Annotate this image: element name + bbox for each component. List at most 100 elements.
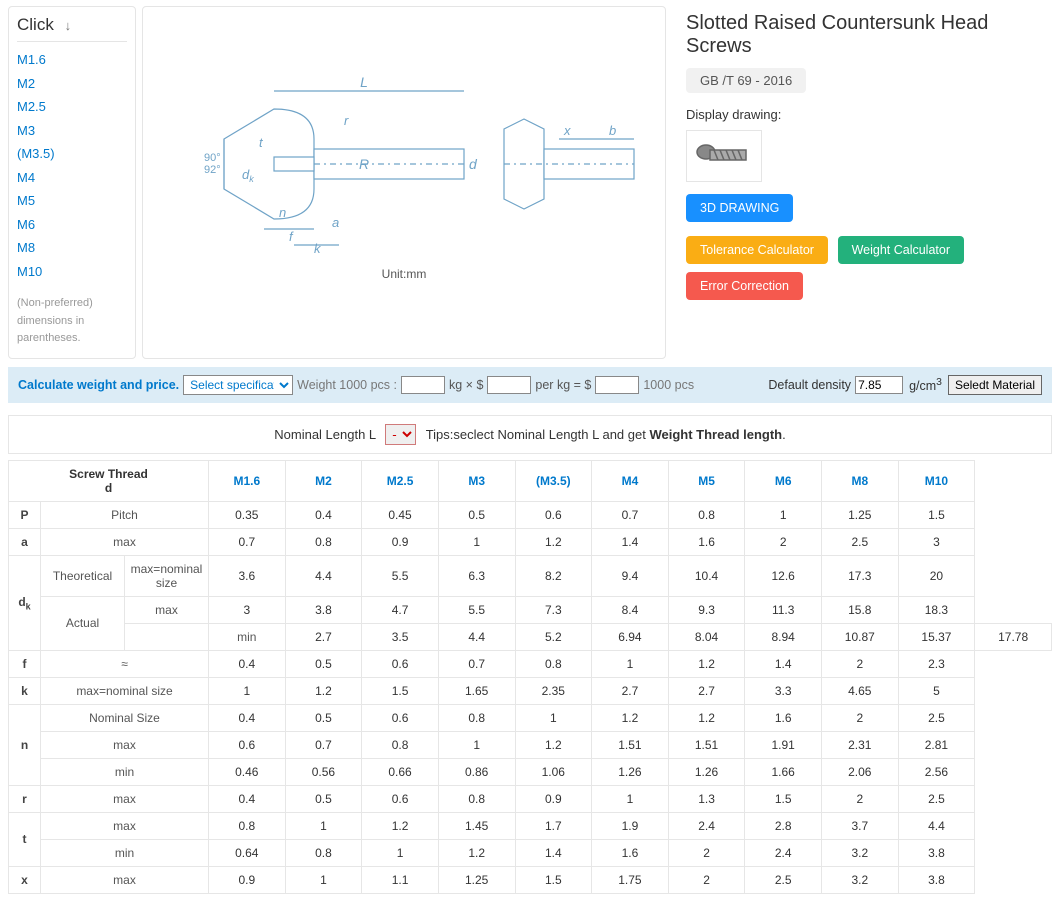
sidebar-size-item[interactable]: (M3.5): [17, 142, 127, 166]
unit-label: Unit:mm: [382, 267, 427, 281]
sidebar-header[interactable]: Click ↓: [17, 13, 127, 42]
table-cell: 2.4: [668, 812, 745, 839]
sidebar-size-item[interactable]: M8: [17, 236, 127, 260]
table-cell: 0.64: [209, 839, 286, 866]
table-cell: 0.8: [285, 839, 362, 866]
density-unit: g/cm3: [909, 377, 942, 393]
table-cell: 0.6: [209, 731, 286, 758]
sidebar-header-label: Click: [17, 15, 54, 34]
sidebar-size-item[interactable]: M3: [17, 119, 127, 143]
table-size-header[interactable]: M3: [438, 460, 515, 501]
tips-bar: Nominal Length L - Tips:seclect Nominal …: [8, 415, 1052, 454]
table-cell: 2.3: [898, 650, 975, 677]
sidebar-size-item[interactable]: M1.6: [17, 48, 127, 72]
sidebar-size-item[interactable]: M5: [17, 189, 127, 213]
weight-1000-label: Weight 1000 pcs :: [297, 378, 397, 392]
table-row-label: max: [41, 528, 209, 555]
sidebar-size-item[interactable]: M6: [17, 213, 127, 237]
table-cell: 0.8: [668, 501, 745, 528]
chevron-down-icon: ↓: [65, 18, 72, 33]
table-cell: 2.81: [898, 731, 975, 758]
table-cell: 0.5: [285, 785, 362, 812]
error-correction-button[interactable]: Error Correction: [686, 272, 803, 300]
total-price-output[interactable]: [595, 376, 639, 394]
sidebar-size-item[interactable]: M2: [17, 72, 127, 96]
table-cell: 1.65: [438, 677, 515, 704]
table-cell: 20: [898, 555, 975, 596]
table-cell: 0.6: [362, 785, 439, 812]
table-cell: 1.2: [362, 812, 439, 839]
table-size-header[interactable]: M10: [898, 460, 975, 501]
sidebar-size-item[interactable]: M2.5: [17, 95, 127, 119]
table-cell: 4.4: [898, 812, 975, 839]
table-cell: 1.2: [515, 528, 592, 555]
table-cell: 4.65: [822, 677, 899, 704]
table-cell: 2.5: [745, 866, 822, 893]
table-cell: 0.4: [285, 501, 362, 528]
weight-input[interactable]: [401, 376, 445, 394]
price-per-kg-input[interactable]: [487, 376, 531, 394]
drawing-panel: L r R d t dk 90° 92° n f a k: [142, 6, 666, 359]
table-row-label: max=nominal size: [125, 555, 209, 596]
tolerance-calculator-button[interactable]: Tolerance Calculator: [686, 236, 828, 264]
technical-drawing: L r R d t dk 90° 92° n f a k: [164, 69, 644, 259]
table-cell: 9.4: [592, 555, 669, 596]
svg-text:k: k: [314, 241, 322, 256]
table-cell: 2.7: [592, 677, 669, 704]
table-cell: 15.8: [822, 596, 899, 623]
table-cell: 1: [438, 528, 515, 555]
table-size-header[interactable]: M8: [822, 460, 899, 501]
table-cell: 1.5: [515, 866, 592, 893]
nominal-length-select[interactable]: -: [385, 424, 416, 445]
screw-thumb-icon: [694, 138, 754, 174]
table-cell: 0.8: [438, 704, 515, 731]
sidebar-size-item[interactable]: M4: [17, 166, 127, 190]
table-symbol: f: [9, 650, 41, 677]
table-size-header[interactable]: M1.6: [209, 460, 286, 501]
table-cell: 2.56: [898, 758, 975, 785]
table-size-header[interactable]: M2.5: [362, 460, 439, 501]
table-row-label: min: [41, 758, 209, 785]
table-size-header[interactable]: M5: [668, 460, 745, 501]
table-cell: 0.7: [592, 501, 669, 528]
table-cell: 2.5: [898, 785, 975, 812]
table-cell: 1.51: [592, 731, 669, 758]
table-size-header[interactable]: (M3.5): [515, 460, 592, 501]
sidebar-size-item[interactable]: M10: [17, 260, 127, 284]
table-cell: 3.2: [822, 866, 899, 893]
table-cell: 8.4: [592, 596, 669, 623]
size-sidebar: Click ↓ M1.6M2M2.5M3(M3.5)M4M5M6M8M10 (N…: [8, 6, 136, 359]
table-cell: 2: [822, 650, 899, 677]
table-cell: 2: [745, 528, 822, 555]
table-cell: 5: [898, 677, 975, 704]
table-cell: 1.45: [438, 812, 515, 839]
table-cell: 4.4: [438, 623, 515, 650]
display-drawing-thumb[interactable]: [686, 130, 762, 182]
table-cell: 1.66: [745, 758, 822, 785]
table-cell: 3.8: [285, 596, 362, 623]
table-cell: 1.5: [898, 501, 975, 528]
table-symbol: dk: [9, 555, 41, 650]
svg-text:x: x: [563, 123, 571, 138]
table-cell: 0.6: [362, 704, 439, 731]
table-row-label: ≈: [41, 650, 209, 677]
table-row-label: max: [41, 866, 209, 893]
table-symbol: t: [9, 812, 41, 866]
select-material-button[interactable]: Seledt Material: [948, 375, 1042, 395]
table-cell: 1.4: [745, 650, 822, 677]
table-cell: 1.3: [668, 785, 745, 812]
table-size-header[interactable]: M6: [745, 460, 822, 501]
table-size-header[interactable]: M2: [285, 460, 362, 501]
table-cell: 11.3: [745, 596, 822, 623]
svg-text:90°: 90°: [204, 152, 221, 164]
table-size-header[interactable]: M4: [592, 460, 669, 501]
3d-drawing-button[interactable]: 3D DRAWING: [686, 194, 793, 222]
sidebar-note: (Non-preferred) dimensions in parenthese…: [17, 295, 127, 348]
table-cell: 8.2: [515, 555, 592, 596]
table-symbol: x: [9, 866, 41, 893]
spec-select[interactable]: Select specifications: [183, 375, 293, 395]
table-symbol: P: [9, 501, 41, 528]
density-input[interactable]: [855, 376, 903, 394]
weight-calculator-button[interactable]: Weight Calculator: [838, 236, 964, 264]
svg-text:R: R: [359, 156, 369, 172]
